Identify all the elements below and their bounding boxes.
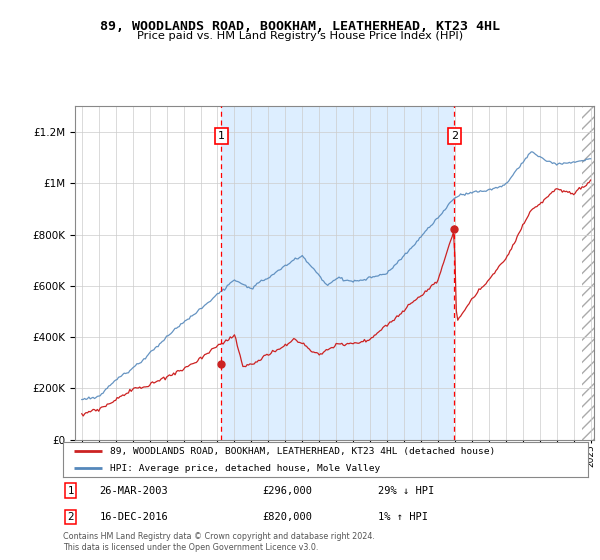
Text: Price paid vs. HM Land Registry's House Price Index (HPI): Price paid vs. HM Land Registry's House … (137, 31, 463, 41)
Text: 1: 1 (68, 486, 74, 496)
Text: 29% ↓ HPI: 29% ↓ HPI (378, 486, 434, 496)
Text: £820,000: £820,000 (263, 512, 313, 522)
Bar (221, 106, 454, 440)
Text: 26-MAR-2003: 26-MAR-2003 (100, 486, 169, 496)
Text: 89, WOODLANDS ROAD, BOOKHAM, LEATHERHEAD, KT23 4HL (detached house): 89, WOODLANDS ROAD, BOOKHAM, LEATHERHEAD… (110, 446, 496, 456)
Text: 1: 1 (218, 131, 225, 141)
Text: 2: 2 (451, 131, 458, 141)
Text: Contains HM Land Registry data © Crown copyright and database right 2024.
This d: Contains HM Land Registry data © Crown c… (63, 532, 375, 552)
Bar (582, 106, 594, 440)
Text: 1% ↑ HPI: 1% ↑ HPI (378, 512, 428, 522)
Text: 2: 2 (68, 512, 74, 522)
Bar (582, 106, 594, 440)
Text: 16-DEC-2016: 16-DEC-2016 (100, 512, 169, 522)
Text: HPI: Average price, detached house, Mole Valley: HPI: Average price, detached house, Mole… (110, 464, 380, 473)
Text: £296,000: £296,000 (263, 486, 313, 496)
Text: 89, WOODLANDS ROAD, BOOKHAM, LEATHERHEAD, KT23 4HL: 89, WOODLANDS ROAD, BOOKHAM, LEATHERHEAD… (100, 20, 500, 32)
